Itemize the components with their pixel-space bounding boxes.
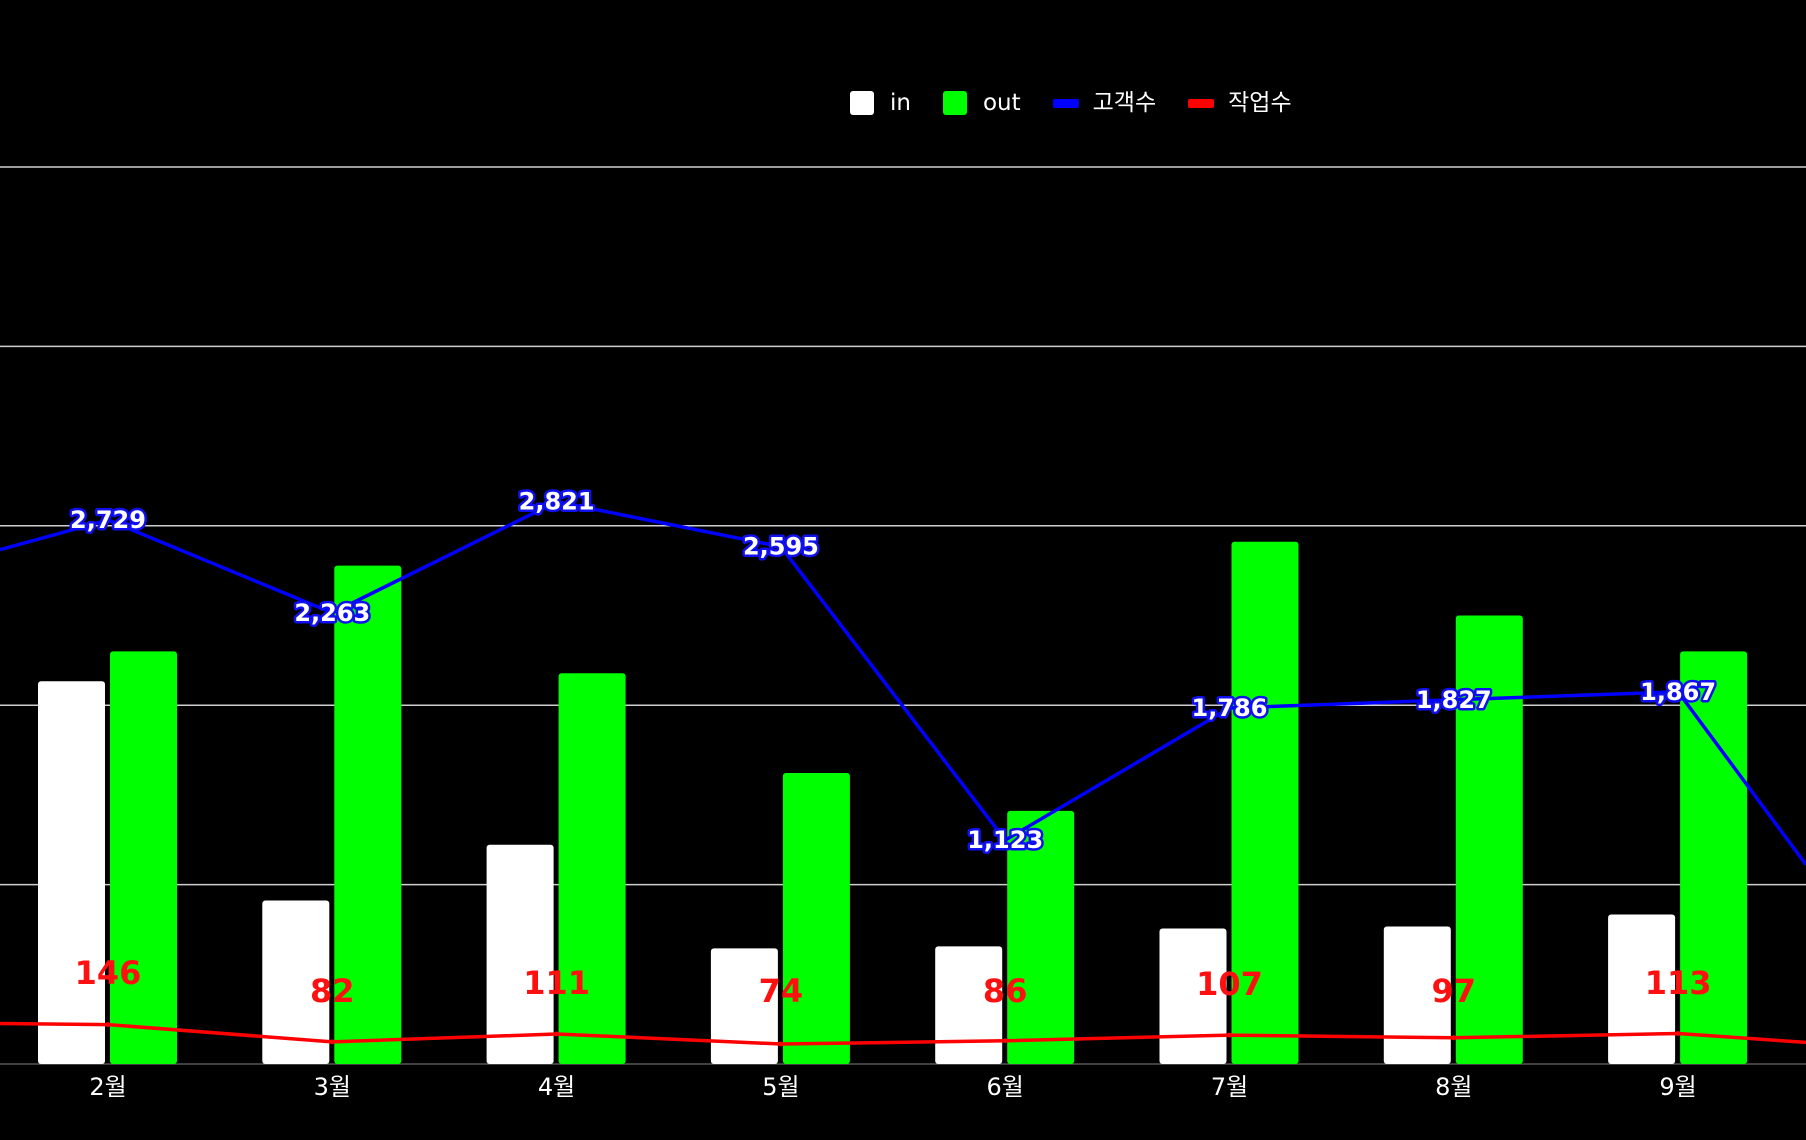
point-jobs-5 — [1227, 1032, 1232, 1038]
point-customers-4 — [1002, 837, 1008, 843]
label-jobs-3: 74 — [759, 972, 804, 1010]
bar-out-6 — [1455, 615, 1523, 1064]
bar-in-1 — [262, 900, 330, 1064]
label-customers-0: 2,729 — [70, 506, 146, 534]
line-customers — [0, 499, 1806, 866]
point-customers-1 — [329, 610, 335, 616]
x-axis: 2월 3월 4월 5월 6월 7월 8월 9월 — [89, 1073, 1696, 1101]
x-tick-0: 2월 — [89, 1073, 126, 1101]
legend-item-in[interactable]: in — [850, 91, 911, 115]
legend-item-customers[interactable]: 고객수 — [1052, 89, 1157, 116]
label-customers-3: 2,595 — [743, 533, 819, 561]
legend-swatch-customers — [1052, 98, 1079, 108]
point-customers-3 — [778, 544, 784, 550]
point-jobs-3 — [778, 1041, 784, 1047]
label-jobs-6: 97 — [1432, 972, 1477, 1010]
legend-swatch-in — [850, 91, 874, 115]
x-tick-6: 8월 — [1435, 1073, 1472, 1101]
bar-out-7 — [1680, 651, 1748, 1064]
point-jobs-4 — [1002, 1038, 1008, 1044]
x-tick-7: 9월 — [1659, 1073, 1696, 1101]
legend-label-out: out — [982, 89, 1021, 116]
bar-in-7 — [1608, 914, 1676, 1064]
bar-in-5 — [1159, 928, 1227, 1064]
x-tick-4: 6월 — [987, 1073, 1024, 1101]
point-customers-7 — [1675, 689, 1681, 695]
bar-in-3 — [710, 948, 778, 1064]
legend-swatch-out — [942, 91, 967, 115]
label-customers-5: 1,786 — [1192, 694, 1268, 722]
legend-item-jobs[interactable]: 작업수 — [1188, 89, 1292, 116]
label-layer: 2,729 146 2,263 82 2,821 111 2,595 74 1,123 86 1,7… — [68, 485, 1719, 1010]
bar-out-2 — [558, 673, 626, 1064]
label-jobs-2: 111 — [523, 964, 590, 1002]
label-jobs-4: 86 — [983, 972, 1028, 1010]
x-tick-5: 7월 — [1211, 1073, 1248, 1101]
point-customers-5 — [1227, 705, 1232, 711]
bar-out-0 — [110, 651, 177, 1064]
point-customers-0 — [105, 517, 111, 523]
point-jobs-2 — [554, 1031, 560, 1037]
bar-out-4 — [1007, 810, 1075, 1064]
bar-out-5 — [1231, 541, 1299, 1064]
label-jobs-5: 107 — [1196, 965, 1263, 1003]
point-customers-2 — [554, 499, 560, 505]
bar-out-3 — [782, 772, 850, 1064]
label-jobs-1: 82 — [310, 972, 355, 1010]
point-jobs-7 — [1675, 1030, 1681, 1036]
x-tick-3: 5월 — [762, 1073, 799, 1101]
label-customers-7: 1,867 — [1640, 678, 1716, 706]
legend-item-out[interactable]: out — [942, 89, 1021, 116]
bar-in-4 — [935, 946, 1003, 1064]
point-jobs-0 — [105, 1022, 111, 1028]
label-customers-2: 2,821 — [519, 488, 595, 516]
x-tick-1: 3월 — [314, 1073, 351, 1101]
legend-label-in: in — [890, 89, 911, 116]
label-customers-1: 2,263 — [294, 599, 370, 627]
point-jobs-1 — [329, 1039, 335, 1045]
label-jobs-7: 113 — [1645, 964, 1712, 1002]
point-jobs-6 — [1451, 1035, 1457, 1041]
bar-in-6 — [1383, 926, 1451, 1064]
line-layer — [0, 499, 1806, 1047]
legend-label-jobs: 작업수 — [1228, 89, 1292, 116]
line-jobs — [0, 1021, 1806, 1046]
legend-swatch-jobs — [1188, 98, 1215, 108]
legend-label-customers: 고객수 — [1092, 89, 1157, 116]
x-tick-2: 4월 — [538, 1073, 575, 1101]
label-jobs-0: 146 — [75, 954, 142, 992]
label-customers-4: 1,123 — [967, 826, 1043, 854]
chart-legend[interactable]: in out 고객수 작업수 — [850, 84, 1324, 122]
bar-in-2 — [486, 844, 554, 1064]
point-customers-6 — [1451, 697, 1457, 703]
bar-layer — [38, 541, 1748, 1064]
bar-in-0 — [38, 681, 105, 1064]
bar-out-1 — [334, 565, 402, 1064]
label-customers-6: 1,827 — [1416, 686, 1492, 714]
